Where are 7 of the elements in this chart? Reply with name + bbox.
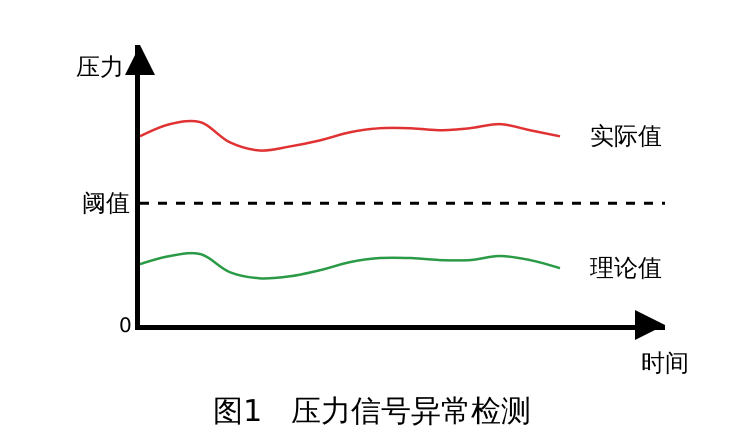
annotation: 0 (119, 313, 132, 337)
ref-line-label: 阈值 (82, 189, 130, 217)
text: 图1 压力信号异常检测 (213, 394, 531, 429)
series-label: 理论值 (590, 254, 662, 282)
x-axis-title: 时间 (641, 349, 689, 377)
y-axis-title: 压力 (76, 53, 124, 81)
series-label: 实际值 (590, 122, 662, 150)
